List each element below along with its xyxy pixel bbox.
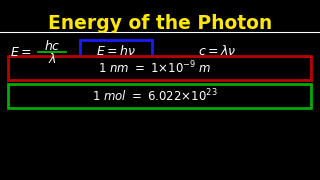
- Bar: [8, 84, 311, 108]
- Text: $E = h\nu$: $E = h\nu$: [96, 44, 136, 58]
- Text: $1\ nm\ =\ 1{\times}10^{-9}\ m$: $1\ nm\ =\ 1{\times}10^{-9}\ m$: [98, 60, 212, 76]
- Bar: [8, 56, 311, 80]
- Bar: [80, 40, 152, 62]
- Text: $E =$: $E =$: [10, 46, 32, 58]
- Text: $1\ mol\ =\ 6.022{\times}10^{23}$: $1\ mol\ =\ 6.022{\times}10^{23}$: [92, 88, 218, 104]
- Text: $c = \lambda\nu$: $c = \lambda\nu$: [198, 44, 236, 58]
- Text: Energy of the Photon: Energy of the Photon: [48, 14, 272, 33]
- Text: $hc$: $hc$: [44, 39, 60, 53]
- Text: $\lambda$: $\lambda$: [48, 52, 56, 66]
